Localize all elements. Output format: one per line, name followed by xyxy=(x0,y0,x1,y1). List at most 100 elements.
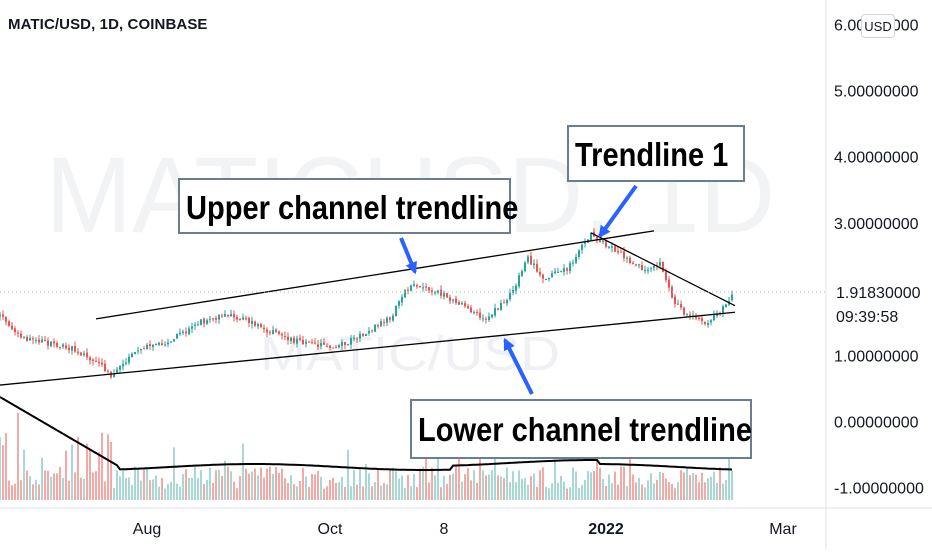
candle-body xyxy=(446,293,448,298)
volume-bar xyxy=(500,476,502,500)
volume-bar xyxy=(278,472,280,500)
volume-bar xyxy=(536,486,538,500)
volume-bar xyxy=(203,483,205,500)
volume-bar xyxy=(722,483,724,500)
volume-bar xyxy=(239,475,241,500)
volume-bar xyxy=(335,483,337,500)
volume-bar xyxy=(137,470,139,500)
volume-bar xyxy=(71,444,73,500)
candlestick-series xyxy=(0,228,733,379)
candle-body xyxy=(323,342,325,345)
volume-bar xyxy=(419,468,421,500)
volume-bar xyxy=(386,484,388,500)
candle-body xyxy=(11,325,13,330)
volume-bar xyxy=(587,471,589,500)
volume-bar xyxy=(308,486,310,500)
volume-bar xyxy=(458,452,460,500)
volume-bar xyxy=(149,480,151,500)
candle-body xyxy=(518,275,520,287)
volume-bar xyxy=(155,475,157,500)
candle-body xyxy=(701,318,703,322)
volume-bar xyxy=(191,477,193,500)
volume-bar xyxy=(644,487,646,500)
candle-body xyxy=(428,287,430,291)
volume-bar xyxy=(23,449,25,500)
volume-bar xyxy=(641,484,643,500)
volume-bar xyxy=(716,482,718,500)
candle-body xyxy=(311,342,313,344)
volume-bar xyxy=(401,475,403,500)
candle-body xyxy=(530,255,532,265)
volume-bar xyxy=(347,449,349,500)
volume-bar xyxy=(482,470,484,500)
annotation-trendline-1-text: Trendline 1 xyxy=(575,136,729,173)
volume-bar xyxy=(50,476,52,500)
candle-body xyxy=(464,303,466,307)
volume-bar xyxy=(224,460,226,500)
candle-body xyxy=(0,314,1,316)
candle-body xyxy=(386,317,388,323)
candle-body xyxy=(77,351,79,353)
candle-body xyxy=(107,370,109,372)
candle-body xyxy=(155,343,157,346)
annotation-upper-channel[interactable]: Upper channel trendline xyxy=(178,178,518,234)
candle-body xyxy=(647,269,649,271)
volume-ma-line xyxy=(0,396,733,471)
volume-bar xyxy=(209,467,211,500)
volume-bar xyxy=(443,475,445,500)
candle-body xyxy=(197,324,199,326)
time-tick-label: Oct xyxy=(318,521,343,538)
volume-bar xyxy=(512,471,514,500)
volume-bar xyxy=(683,472,685,500)
trendlines[interactable] xyxy=(0,230,736,386)
candle-body xyxy=(677,303,679,305)
volume-bar xyxy=(68,480,70,500)
volume-bar xyxy=(233,481,235,500)
candle-body xyxy=(83,353,85,356)
candle-body xyxy=(302,339,304,345)
volume-bar xyxy=(173,447,175,500)
candle-body xyxy=(170,341,172,343)
volume-bar xyxy=(689,475,691,500)
candle-body xyxy=(5,317,7,322)
annotation-lower-channel[interactable]: Lower channel trendline xyxy=(410,399,752,459)
candle-body xyxy=(407,289,409,291)
volume-bar xyxy=(146,467,148,500)
candle-body xyxy=(8,321,10,326)
candle-body xyxy=(224,314,226,317)
volume-bar xyxy=(623,466,625,500)
volume-bar xyxy=(686,466,688,500)
price-axis[interactable]: 6.000000005.000000004.000000003.00000000… xyxy=(834,17,924,497)
time-axis[interactable]: Aug Oct 8 2022 Mar xyxy=(133,521,798,538)
volume-bar xyxy=(659,471,661,500)
currency-button[interactable]: USD xyxy=(861,14,895,38)
candle-body xyxy=(500,303,502,311)
volume-bar xyxy=(221,475,223,500)
annotation-trendline-1[interactable]: Trendline 1 xyxy=(567,125,745,182)
arrow-upper-channel xyxy=(399,237,417,275)
candle-body xyxy=(611,246,613,248)
candle-body xyxy=(575,256,577,263)
candle-body xyxy=(206,320,208,324)
volume-bar xyxy=(296,486,298,500)
candle-body xyxy=(566,268,568,271)
candle-body xyxy=(491,314,493,318)
candle-body xyxy=(113,373,115,377)
volume-bar xyxy=(317,470,319,500)
candle-body xyxy=(542,274,544,279)
volume-bar xyxy=(629,445,631,500)
volume-bar xyxy=(527,484,529,500)
volume-bar xyxy=(179,486,181,500)
volume-bar xyxy=(581,485,583,500)
volume-bar xyxy=(353,469,355,500)
candle-body xyxy=(95,360,97,362)
candle-body xyxy=(209,318,211,320)
volume-bar xyxy=(116,470,118,500)
volume-bar xyxy=(188,478,190,500)
volume-bar xyxy=(65,450,67,500)
candle-body xyxy=(557,271,559,273)
volume-bar xyxy=(125,478,127,500)
volume-bar xyxy=(656,479,658,500)
